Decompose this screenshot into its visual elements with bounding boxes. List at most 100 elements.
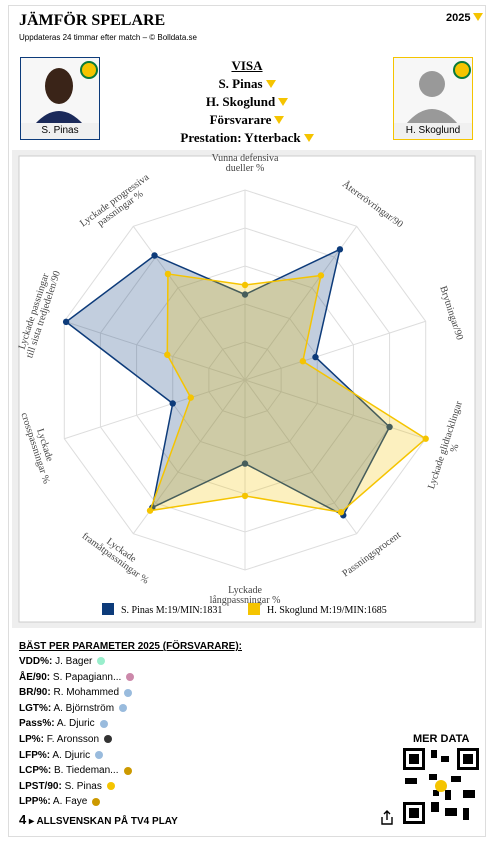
best-row: BR/90: R. Mohammed xyxy=(19,685,134,701)
club-icon xyxy=(123,766,132,775)
best-param: BR/90: xyxy=(19,687,51,699)
legend-label: H. Skoglund M:19/MIN:1685 xyxy=(267,605,387,616)
best-player: A. Djuric xyxy=(52,749,91,761)
legend-swatch xyxy=(102,603,114,615)
selector-label: Försvarare xyxy=(209,112,272,127)
best-row: LPP%: A. Faye xyxy=(19,794,134,810)
grid-spoke xyxy=(132,225,246,381)
best-param: LP%: xyxy=(19,733,44,745)
club-icon xyxy=(126,672,135,681)
data-point xyxy=(169,400,176,407)
best-param: LPP%: xyxy=(19,796,51,808)
caret xyxy=(278,98,289,106)
qr-code[interactable] xyxy=(401,746,481,826)
best-player: J. Bager xyxy=(55,656,93,667)
grid-spoke xyxy=(244,320,426,381)
best-param: LCP%: xyxy=(19,765,52,777)
player-card[interactable]: S. Pinas xyxy=(20,57,100,140)
best-param: ÅE/90: xyxy=(19,671,51,683)
data-point xyxy=(299,358,307,365)
data-point xyxy=(62,318,70,326)
data-point xyxy=(187,394,194,401)
best-player: A. Björnström xyxy=(53,702,115,714)
player-photo xyxy=(394,58,472,124)
best-param: VDD%: xyxy=(19,656,53,667)
best-row: LP%: F. Aronsson xyxy=(19,732,134,748)
club-icon xyxy=(95,750,104,759)
subtitle: Uppdateras 24 timmar efter match – © Bol… xyxy=(19,33,197,42)
best-row: LPST/90: S. Pinas xyxy=(19,779,134,795)
best-player: F. Aronsson xyxy=(46,733,100,745)
best-player: S. Pinas xyxy=(64,780,102,792)
best-row: LFP%: A. Djuric xyxy=(19,748,134,764)
footer[interactable]: 4 ▸ ALLSVENSKAN PÅ TV4 PLAY xyxy=(19,812,178,827)
best-title: BÄST PER PARAMETER 2025 (FÖRSVARARE): xyxy=(19,641,242,652)
footer-text: ALLSVENSKAN PÅ TV4 PLAY xyxy=(36,816,178,827)
club-icon xyxy=(106,782,115,791)
best-row: ÅE/90: S. Papagiann... xyxy=(19,670,135,686)
axis-label-text: Vunna defensiva dueller % xyxy=(211,153,279,174)
best-player: R. Mohammed xyxy=(53,687,120,699)
panel-inner xyxy=(18,155,476,623)
season: 2025 xyxy=(446,12,471,24)
selector-label: Prestation: Ytterback xyxy=(180,130,301,145)
data-point xyxy=(241,492,249,500)
channel: 4 xyxy=(19,812,27,827)
best-param: LFP%: xyxy=(19,749,51,761)
club-icon xyxy=(92,797,101,806)
data-point xyxy=(241,291,249,298)
player-label: H. Skoglund xyxy=(394,123,472,139)
player-photo xyxy=(21,58,99,124)
data-point xyxy=(312,353,319,361)
club-icon xyxy=(97,657,106,666)
selector[interactable]: Prestation: Ytterback xyxy=(150,130,344,148)
selector[interactable]: Försvarare xyxy=(150,112,344,130)
player-card[interactable]: H. Skoglund xyxy=(393,57,473,140)
grid-spoke xyxy=(64,320,246,381)
best-param: Pass%: xyxy=(19,718,55,730)
best-player: B. Tiedeman... xyxy=(54,765,119,777)
data-point xyxy=(337,508,345,516)
selector-label: S. Pinas xyxy=(218,76,263,91)
more-data: MER DATA xyxy=(413,733,470,745)
legend-swatch xyxy=(248,603,260,615)
caret xyxy=(303,134,314,142)
best-row: LCP%: B. Tiedeman... xyxy=(19,763,134,779)
best-param: LGT%: xyxy=(19,702,52,714)
axis-label-text: Lyckade långpassningar % xyxy=(209,585,281,606)
club-icon xyxy=(99,719,108,728)
title: JÄMFÖR SPELARE xyxy=(19,12,166,29)
club-icon xyxy=(104,735,113,744)
data-point xyxy=(164,270,172,278)
legend-label: S. Pinas M:19/MIN:1831 xyxy=(121,605,222,616)
share-icon[interactable] xyxy=(380,810,394,826)
grid-spoke xyxy=(244,379,426,440)
data-point xyxy=(386,423,393,431)
caret xyxy=(473,13,484,21)
card xyxy=(8,5,486,837)
club-icon xyxy=(124,688,133,697)
grid-spoke xyxy=(64,379,246,440)
grid-spoke xyxy=(244,379,358,535)
best-list: VDD%: J. Bager ÅE/90: S. Papagiann... BR/9… xyxy=(19,654,135,810)
caret xyxy=(265,80,276,88)
data-point xyxy=(336,246,344,253)
selectors: VISA S. Pinas H. Skoglund Försvarare Presta… xyxy=(150,58,344,148)
selector[interactable]: S. Pinas xyxy=(150,76,344,94)
data-point xyxy=(151,252,158,259)
club-icon xyxy=(119,704,128,713)
data-point xyxy=(317,272,325,279)
data-point xyxy=(422,435,429,442)
selector[interactable]: H. Skoglund xyxy=(150,94,344,112)
caret xyxy=(274,116,285,124)
data-point xyxy=(146,507,154,514)
axis-label: Lyckade långpassningar % xyxy=(209,585,281,606)
data-point xyxy=(241,460,249,467)
best-player: S. Papagiann... xyxy=(52,671,122,683)
best-row: Pass%: A. Djuric xyxy=(19,716,134,732)
season-select[interactable]: 2025 xyxy=(446,12,484,24)
best-param: LPST/90: xyxy=(19,780,62,792)
best-player: A. Faye xyxy=(52,796,88,808)
data-point xyxy=(164,351,171,358)
